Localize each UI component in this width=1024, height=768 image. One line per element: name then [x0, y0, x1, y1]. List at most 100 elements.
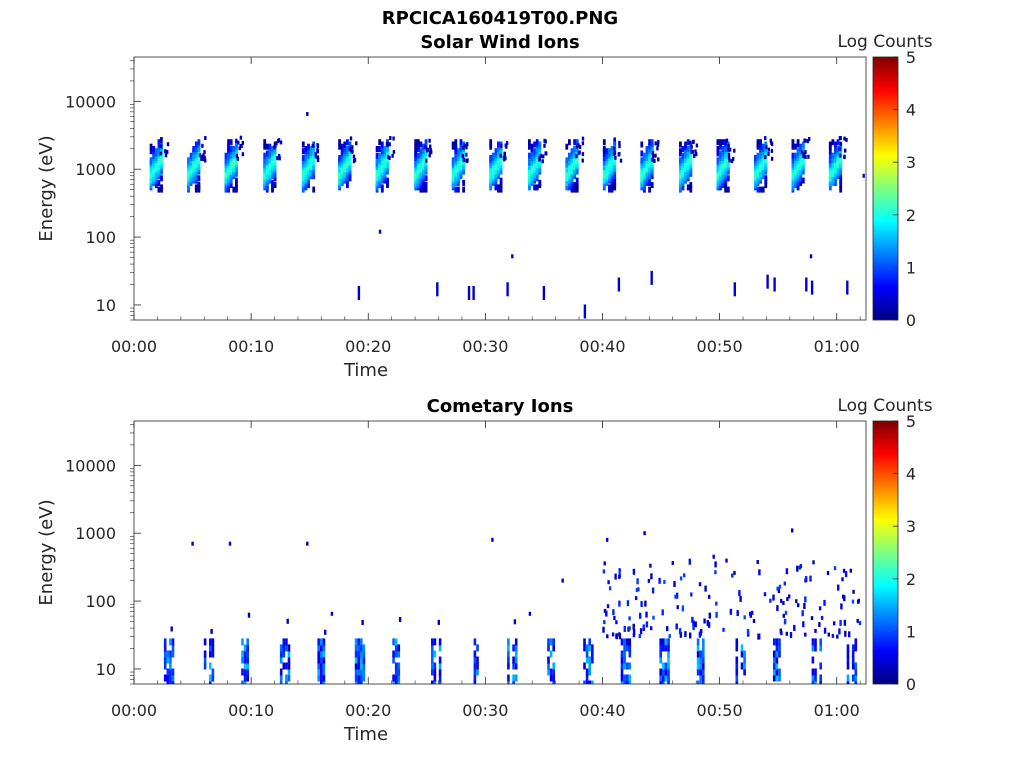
- y-tick-label: 10: [96, 296, 116, 315]
- data-cell: [623, 680, 626, 684]
- data-cell: [823, 599, 826, 606]
- data-cell: [699, 662, 702, 670]
- data-cell: [811, 674, 815, 682]
- data-cell: [851, 662, 855, 670]
- data-cell: [209, 662, 212, 670]
- data-cell: [848, 631, 851, 638]
- data-cell: [246, 674, 249, 682]
- data-cell: [585, 668, 589, 676]
- data-cell: [157, 179, 161, 186]
- colorbar-tick-label: 1: [906, 258, 916, 277]
- data-cell: [625, 662, 629, 670]
- ion-burst: [263, 139, 277, 193]
- data-cell: [279, 668, 283, 676]
- data-cell: [552, 644, 555, 652]
- data-cell: [637, 587, 640, 592]
- data-cell: [465, 145, 468, 150]
- data-cell: [573, 139, 576, 146]
- data-cell: [357, 662, 360, 670]
- ion-burst: [241, 638, 249, 684]
- data-cell: [438, 668, 442, 676]
- data-cell: [360, 668, 363, 676]
- data-cell: [549, 668, 553, 676]
- data-cell: [543, 138, 546, 143]
- colorbar-tick-label: 0: [906, 675, 916, 694]
- data-cell: [846, 680, 850, 684]
- data-cell: [681, 146, 685, 152]
- ion-burst: [187, 139, 201, 193]
- data-cell: [761, 143, 765, 150]
- data-cell: [632, 568, 636, 575]
- data-cell: [428, 138, 431, 143]
- data-cell: [810, 616, 814, 621]
- data-cell: [761, 186, 765, 193]
- data-cell: [354, 662, 358, 670]
- data-cell: [503, 151, 506, 156]
- data-cell: [764, 136, 767, 141]
- sparse-event: [357, 286, 361, 300]
- ion-burst: [431, 638, 442, 684]
- data-cell: [704, 585, 707, 592]
- data-cell: [650, 139, 654, 146]
- data-cell: [438, 662, 442, 670]
- data-cell: [433, 662, 437, 670]
- data-cell: [752, 619, 756, 623]
- data-cell: [462, 179, 465, 186]
- data-cell: [378, 152, 382, 159]
- data-cell: [716, 139, 720, 146]
- data-cell: [714, 561, 717, 568]
- data-cell: [657, 157, 660, 162]
- data-cell: [732, 156, 735, 161]
- data-cell: [602, 139, 606, 146]
- data-cell: [201, 143, 204, 148]
- data-cell: [639, 612, 642, 619]
- data-cell: [782, 613, 785, 618]
- data-cell: [287, 674, 291, 682]
- data-cell: [681, 184, 685, 191]
- data-cell: [804, 138, 807, 143]
- data-cell: [719, 143, 722, 150]
- data-cell: [740, 650, 744, 658]
- data-cell: [535, 146, 539, 152]
- data-cell: [602, 626, 605, 633]
- colorbar-tick-label: 4: [906, 465, 916, 484]
- data-cell: [645, 621, 649, 628]
- data-cell: [679, 141, 682, 148]
- sparse-event: [467, 286, 471, 300]
- data-cell: [613, 177, 617, 184]
- data-cell: [476, 662, 479, 670]
- data-cell: [362, 650, 366, 658]
- data-cell: [581, 152, 585, 157]
- data-cell: [424, 145, 427, 149]
- data-cell: [380, 184, 384, 191]
- data-cell: [773, 650, 776, 658]
- data-cell: [783, 581, 786, 586]
- data-cell: [552, 668, 555, 676]
- data-cell: [591, 656, 594, 664]
- data-cell: [235, 177, 238, 184]
- data-cell: [623, 662, 626, 670]
- ion-burst: [583, 638, 594, 684]
- data-cell: [361, 620, 364, 625]
- data-cell: [457, 148, 460, 155]
- data-cell: [203, 638, 207, 646]
- data-cell: [708, 594, 711, 599]
- data-cell: [575, 182, 579, 189]
- data-cell: [287, 650, 291, 658]
- data-cell: [287, 656, 291, 664]
- data-cell: [614, 573, 617, 580]
- data-cell: [623, 674, 626, 682]
- x-tick-label: 00:10: [228, 337, 274, 356]
- data-cell: [387, 155, 390, 159]
- data-cell: [775, 644, 779, 652]
- data-cell: [679, 631, 683, 638]
- data-cell: [243, 668, 247, 676]
- data-cell: [696, 662, 700, 670]
- data-cell: [388, 155, 391, 160]
- data-cell: [721, 146, 725, 152]
- data-cell: [322, 650, 326, 658]
- data-cell: [392, 680, 395, 684]
- colorbar: [872, 420, 899, 685]
- data-cell: [667, 644, 670, 652]
- data-cell: [357, 638, 360, 646]
